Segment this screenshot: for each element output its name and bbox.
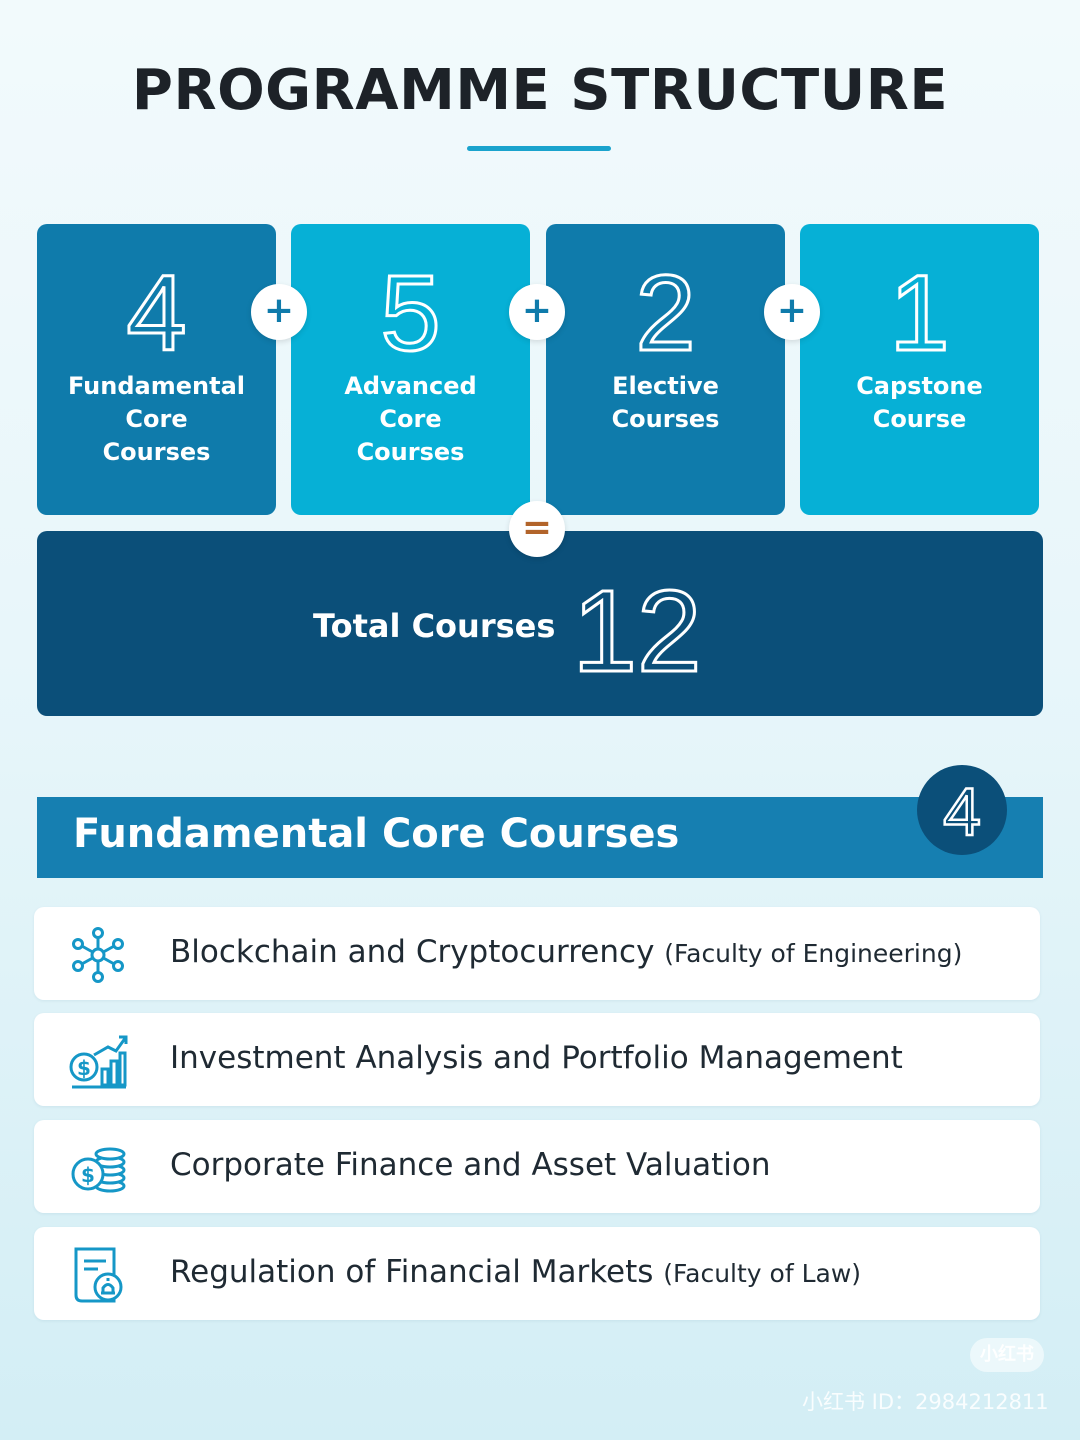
page-title: PROGRAMME STRUCTURE — [131, 58, 949, 123]
equals-icon: = — [509, 501, 565, 557]
watermark-badge: 小红书 — [970, 1338, 1044, 1372]
course-row: $ Investment Analysis and Portfolio Mana… — [34, 1013, 1040, 1106]
component-box-fundamental: 4 Fundamental Core Courses — [37, 224, 276, 515]
svg-text:12: 12 — [572, 566, 701, 681]
svg-text:5: 5 — [380, 254, 440, 354]
svg-text:2: 2 — [635, 254, 695, 354]
total-courses-label: Total Courses — [313, 607, 556, 645]
course-row: Regulation of Financial Markets (Faculty… — [34, 1227, 1040, 1320]
title-underline — [467, 146, 611, 151]
component-box-advanced: 5 Advanced Core Courses — [291, 224, 530, 515]
watermark-id: 小红书 ID：2984212811 — [802, 1390, 1049, 1414]
section-count-number: 4 — [942, 773, 982, 852]
svg-text:$: $ — [77, 1056, 91, 1080]
network-nodes-icon — [72, 927, 124, 983]
component-number: 5 — [379, 254, 442, 354]
component-box-capstone: 1 Capstone Course — [800, 224, 1039, 515]
coin-stack-icon: $ — [71, 1147, 126, 1193]
plus-icon: + — [764, 284, 820, 340]
course-title: Investment Analysis and Portfolio Manage… — [170, 1040, 903, 1076]
regulation-document-icon — [74, 1247, 123, 1303]
course-title: Regulation of Financial Markets (Faculty… — [170, 1254, 862, 1290]
svg-text:1: 1 — [889, 254, 949, 354]
course-title: Corporate Finance and Asset Valuation — [170, 1147, 771, 1183]
component-label: Fundamental Core Courses — [67, 372, 245, 466]
section-count-badge: 4 — [917, 765, 1007, 855]
component-label: Elective Courses — [611, 372, 720, 433]
course-title: Blockchain and Cryptocurrency (Faculty o… — [170, 934, 963, 970]
total-courses-number: 12 — [571, 565, 703, 682]
course-row: Blockchain and Cryptocurrency (Faculty o… — [34, 907, 1040, 1000]
svg-text:4: 4 — [943, 774, 981, 850]
growth-chart-icon: $ — [69, 1035, 128, 1089]
svg-text:4: 4 — [126, 254, 186, 354]
component-number: 2 — [634, 254, 697, 354]
section-header: Fundamental Core Courses — [37, 797, 1043, 878]
component-box-elective: 2 Elective Courses — [546, 224, 785, 515]
plus-icon: + — [251, 284, 307, 340]
section-title: Fundamental Core Courses — [73, 811, 680, 857]
component-number: 1 — [888, 254, 951, 354]
component-label: Advanced Core Courses — [344, 372, 477, 466]
total-courses-panel: Total Courses 12 — [37, 531, 1043, 716]
plus-icon: + — [509, 284, 565, 340]
course-row: $ Corporate Finance and Asset Valuation — [34, 1120, 1040, 1213]
svg-text:$: $ — [81, 1163, 95, 1187]
component-number: 4 — [125, 254, 188, 354]
component-label: Capstone Course — [856, 372, 983, 433]
course-faculty-note: (Faculty of Engineering) — [664, 939, 963, 968]
course-faculty-note: (Faculty of Law) — [663, 1259, 862, 1288]
